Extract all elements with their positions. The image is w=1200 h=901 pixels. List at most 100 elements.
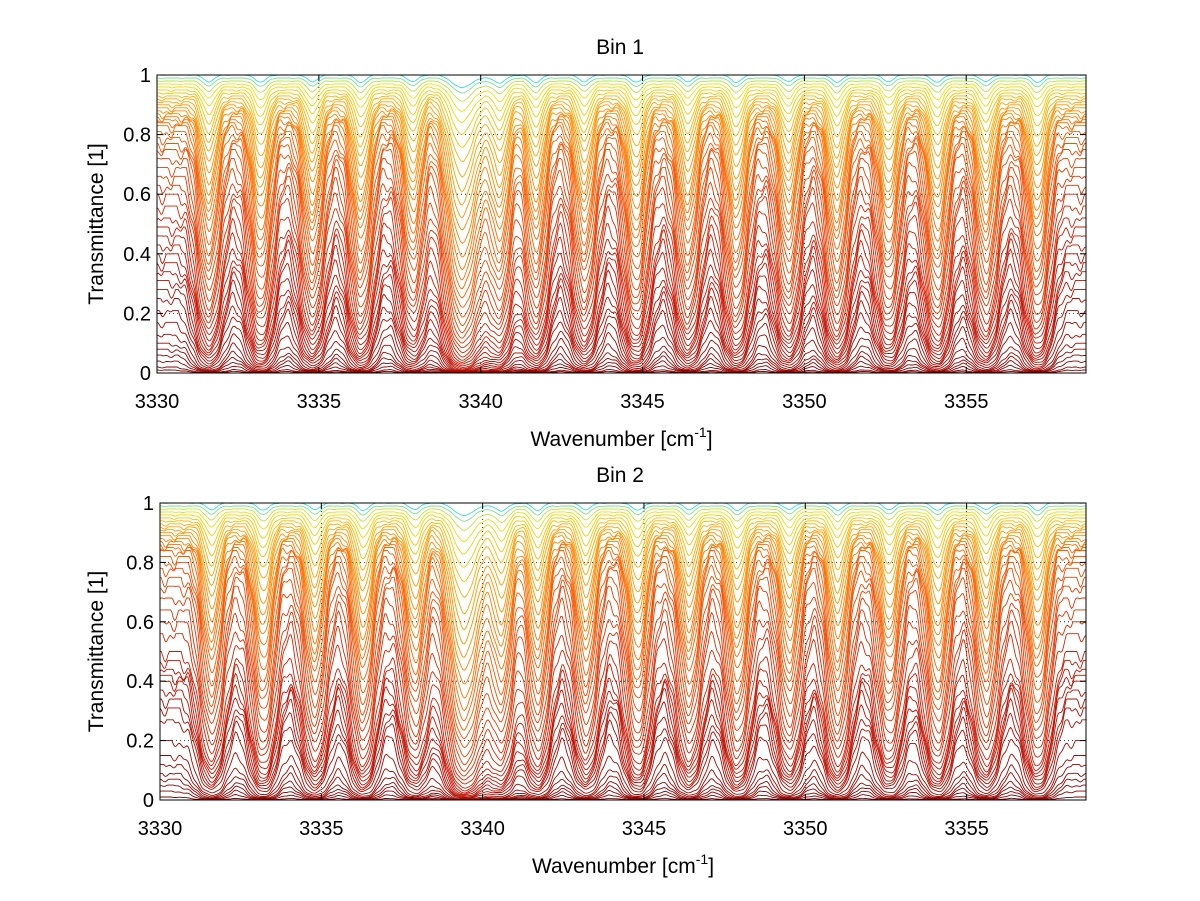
spectrum-line — [156, 217, 1086, 361]
spectrum-line — [156, 262, 1086, 370]
spectrum-line — [157, 166, 1086, 339]
x-tick-label: 3340 — [460, 818, 505, 840]
bin-2-y-axis-label: Transmittance [1] — [85, 571, 108, 732]
spectrum-line — [156, 119, 1086, 271]
bin-2-panel: Bin 2 3330 3335 3340 3345 3350 3355 0 0.2 0.4 0.6… — [85, 464, 1087, 878]
spectrum-line — [156, 333, 1086, 374]
x-tick-label: 3340 — [458, 391, 503, 413]
x-tick-label: 3330 — [135, 391, 180, 413]
y-tick-label: 0.2 — [123, 303, 151, 325]
spectrum-line — [159, 585, 1086, 766]
spectrum-line — [157, 104, 1086, 206]
spectrum-line — [156, 271, 1086, 371]
spectrum-line — [157, 92, 1087, 148]
y-tick-label: 0.2 — [126, 731, 154, 753]
spectrum-line — [160, 567, 1087, 748]
spectrum-line — [160, 541, 1087, 685]
spectrum-line — [160, 698, 1087, 798]
spectrum-line — [157, 244, 1087, 367]
x-tick-label: 3345 — [622, 818, 667, 840]
spectrum-line — [157, 86, 1086, 123]
spectrum-line — [156, 205, 1086, 358]
y-tick-label: 0.4 — [126, 671, 154, 693]
spectrum-line — [159, 659, 1086, 792]
spectrum-line — [159, 544, 1086, 699]
spectrum-line — [157, 226, 1086, 363]
spectrum-line — [160, 740, 1086, 800]
spectrum-line — [157, 193, 1086, 354]
bin-1-ticks: 3330 3335 3340 3345 3350 3355 0 0.2 0.4 0.6 0.8 1 — [123, 65, 1086, 413]
spectrum-line — [160, 517, 1087, 568]
spectrum-line — [160, 538, 1087, 671]
bin-1-spectra — [156, 74, 1087, 374]
spectrum-line — [157, 122, 1086, 281]
x-tick-label: 3330 — [138, 818, 183, 840]
spectrum-line — [157, 175, 1087, 344]
spectrum-line — [160, 508, 1086, 531]
spectrum-line — [157, 309, 1087, 373]
spectrum-line — [160, 772, 1087, 801]
spectrum-line — [160, 680, 1087, 796]
bin-2-axes-frame — [159, 502, 1087, 801]
spectrum-line — [157, 113, 1087, 244]
x-tick-label: 3335 — [297, 391, 342, 413]
spectrum-line — [156, 83, 1086, 112]
spectrum-line — [157, 280, 1086, 371]
spectrum-line — [160, 556, 1086, 731]
x-tick-label: 3350 — [783, 818, 828, 840]
y-tick-label: 0 — [140, 363, 151, 385]
spectrum-line — [160, 532, 1086, 645]
x-tick-label: 3345 — [620, 391, 665, 413]
spectrum-line — [160, 609, 1086, 777]
spectrum-line — [157, 77, 1086, 94]
x-tick-label: 3335 — [299, 818, 344, 840]
bin-2-x-axis-label: Wavenumber [cm-1] — [532, 851, 714, 878]
y-tick-label: 0.4 — [123, 244, 151, 266]
spectrum-line — [159, 719, 1086, 800]
spectrum-line — [160, 689, 1087, 797]
spectrum-line — [159, 529, 1086, 631]
spectrum-line — [157, 342, 1086, 374]
spectrum-line — [157, 235, 1087, 365]
y-tick-label: 1 — [140, 65, 151, 87]
spectrum-line — [157, 80, 1086, 102]
spectrum-line — [160, 561, 1087, 740]
spectrum-line — [159, 778, 1086, 801]
spectrum-line — [159, 526, 1086, 615]
spectrum-line — [160, 651, 1086, 789]
spectrum-line — [157, 348, 1086, 374]
spectrum-line — [156, 116, 1086, 258]
bin-1-title: Bin 1 — [596, 36, 644, 59]
spectrum-line — [160, 621, 1087, 781]
spectrum-line — [160, 535, 1086, 658]
y-tick-label: 0.6 — [123, 184, 151, 206]
bin-2-ticks: 3330 3335 3340 3345 3350 3355 0 0.2 0.4 0.6 0.8 1 — [126, 493, 1086, 840]
bin-1-axes-frame — [156, 74, 1087, 374]
spectrum-line — [160, 520, 1087, 582]
spectrum-line — [160, 674, 1086, 795]
spectrum-line — [159, 668, 1086, 794]
bin-1-panel: Bin 1 3330 3335 3340 3345 3350 3355 0 0.2 0.4 0.6… — [85, 36, 1087, 451]
spectrum-line — [156, 101, 1086, 193]
bin-2-spectra — [159, 502, 1087, 801]
x-tick-label: 3350 — [782, 391, 827, 413]
spectrum-line — [159, 511, 1086, 543]
spectrum-line — [156, 98, 1086, 178]
y-tick-label: 0.8 — [123, 125, 151, 147]
spectrum-line — [160, 633, 1087, 785]
spectrum-line — [157, 89, 1087, 135]
spectrum-line — [156, 143, 1086, 318]
spectrum-line — [157, 110, 1087, 231]
y-tick-label: 0 — [143, 790, 154, 812]
spectrum-line — [156, 148, 1086, 327]
spectrum-line — [160, 550, 1086, 722]
bin-1-x-axis-label: Wavenumber [cm-1] — [530, 424, 712, 451]
spectrum-line — [160, 514, 1086, 555]
spectrum-line — [157, 107, 1086, 218]
spectrum-line — [159, 597, 1086, 772]
spectrum-line — [160, 763, 1087, 801]
y-tick-label: 0.6 — [126, 612, 154, 634]
spectrum-line — [159, 576, 1086, 758]
bin-1-y-axis-label: Transmittance [1] — [85, 143, 108, 304]
spectrum-line — [157, 253, 1087, 368]
